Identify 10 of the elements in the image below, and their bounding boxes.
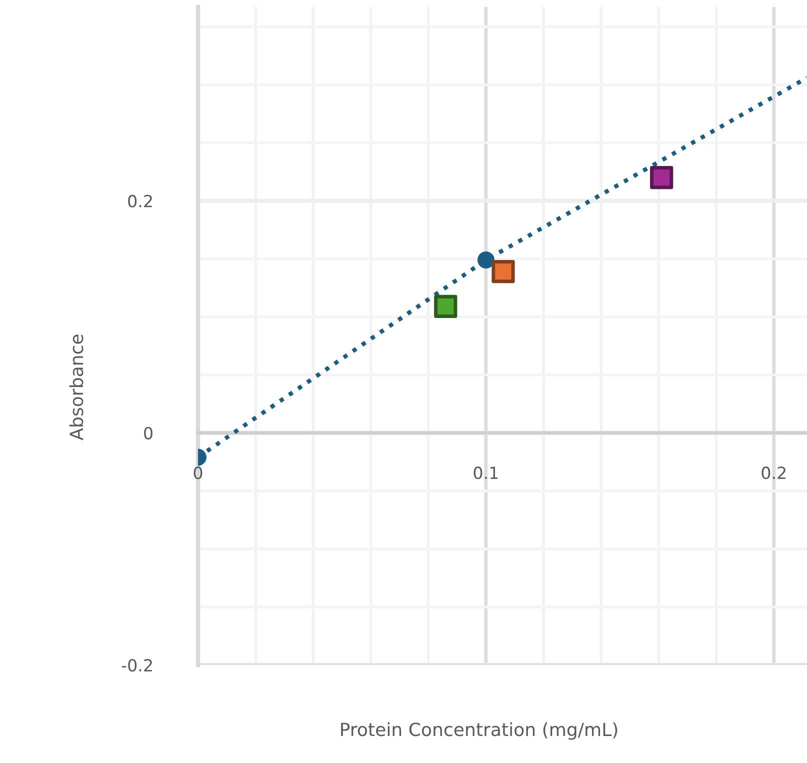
- x-tick-label: 0: [194, 466, 202, 480]
- y-axis-title: Absorbance: [69, 334, 84, 440]
- y-tick-label: -0.2: [122, 658, 152, 672]
- x-tick-label: 0.2: [762, 466, 786, 480]
- point: [492, 260, 515, 284]
- point: [434, 294, 458, 318]
- y-tick-label: 0: [144, 426, 152, 440]
- x-tick-label: 0.1: [474, 466, 498, 480]
- x-axis-title: Protein Concentration (mg/mL): [341, 722, 618, 740]
- y-tick-label: 0.2: [128, 194, 152, 208]
